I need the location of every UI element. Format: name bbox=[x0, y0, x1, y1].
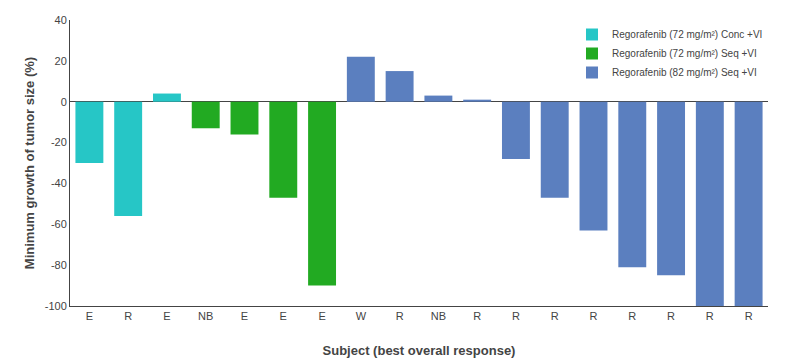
svg-text:R: R bbox=[706, 310, 714, 322]
svg-text:Subject (best overall response: Subject (best overall response) bbox=[323, 343, 516, 358]
svg-text:0: 0 bbox=[61, 96, 67, 108]
svg-text:-20: -20 bbox=[51, 136, 67, 148]
svg-text:-100: -100 bbox=[45, 300, 67, 312]
svg-text:W: W bbox=[356, 310, 367, 322]
svg-text:NB: NB bbox=[431, 310, 446, 322]
svg-text:E: E bbox=[280, 310, 287, 322]
svg-text:E: E bbox=[86, 310, 93, 322]
svg-text:R: R bbox=[551, 310, 559, 322]
svg-text:40: 40 bbox=[55, 14, 67, 26]
svg-text:E: E bbox=[318, 310, 325, 322]
svg-text:R: R bbox=[512, 310, 520, 322]
svg-text:Regorafenib (72 mg/m²) Seq +VI: Regorafenib (72 mg/m²) Seq +VI bbox=[612, 48, 757, 59]
svg-text:E: E bbox=[241, 310, 248, 322]
svg-text:-80: -80 bbox=[51, 259, 67, 271]
svg-text:Minimum growth of tumor size (: Minimum growth of tumor size (%) bbox=[22, 57, 37, 269]
svg-text:R: R bbox=[628, 310, 636, 322]
svg-text:R: R bbox=[667, 310, 675, 322]
svg-text:-40: -40 bbox=[51, 177, 67, 189]
svg-text:Regorafenib (72 mg/m²) Conc +V: Regorafenib (72 mg/m²) Conc +VI bbox=[612, 29, 762, 40]
svg-text:20: 20 bbox=[55, 55, 67, 67]
svg-text:NB: NB bbox=[198, 310, 213, 322]
svg-text:Regorafenib (82 mg/m²) Seq +VI: Regorafenib (82 mg/m²) Seq +VI bbox=[612, 67, 757, 78]
svg-text:R: R bbox=[590, 310, 598, 322]
svg-text:R: R bbox=[124, 310, 132, 322]
svg-text:R: R bbox=[473, 310, 481, 322]
svg-text:E: E bbox=[163, 310, 170, 322]
svg-text:R: R bbox=[745, 310, 753, 322]
svg-text:-60: -60 bbox=[51, 218, 67, 230]
svg-text:R: R bbox=[396, 310, 404, 322]
